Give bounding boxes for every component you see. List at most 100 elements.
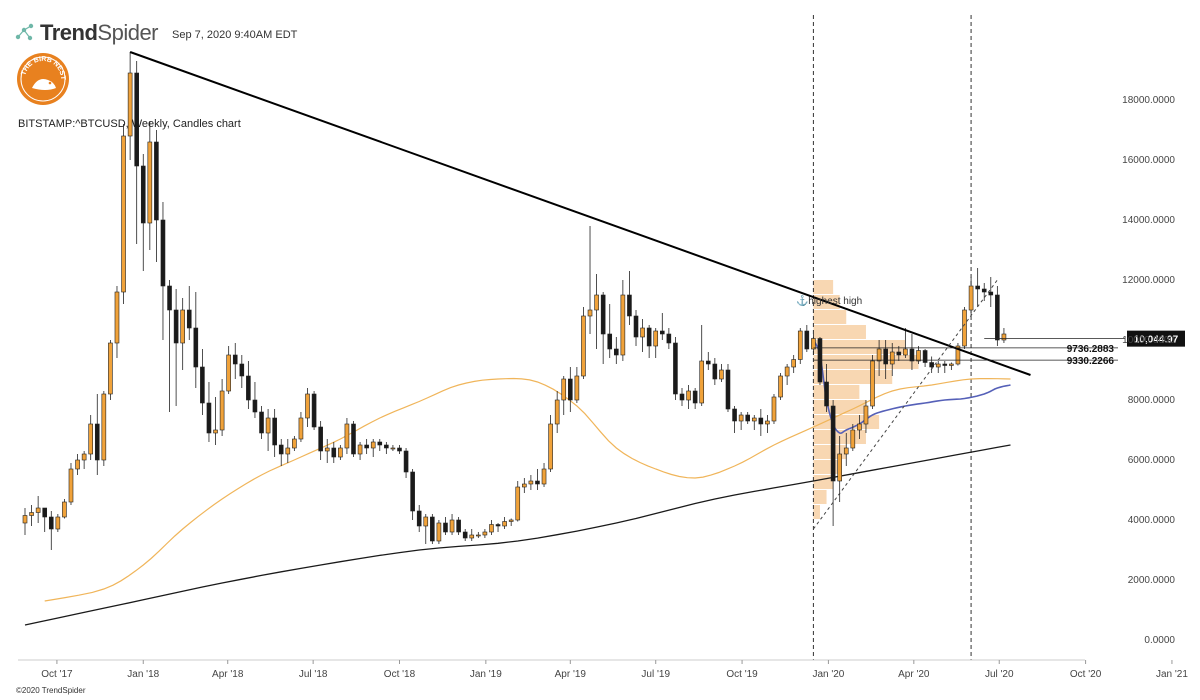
volume-profile-bar [813,415,880,429]
candle-bullish [357,444,363,455]
candle-bearish [351,423,356,455]
candle-bullish [554,399,560,425]
candle-bearish [679,393,685,401]
candle-bullish [75,459,80,470]
candle-bearish [613,348,619,356]
candle-bearish [568,378,573,401]
candle-bullish [968,285,974,311]
x-tick-label: Jul '18 [299,669,328,680]
y-tick-label: 14000.0000 [1122,215,1175,226]
candle-bearish [134,72,139,167]
x-axis[interactable]: Oct '17 Jan '18 Apr '18 Jul '18 Oct '18 Jan '… [18,659,1200,680]
candle-bearish [600,294,606,335]
y-tick-label: 0.0000 [1144,635,1175,646]
candle-bearish [416,510,422,527]
candle-bullish [292,438,297,449]
candle-bearish [732,408,737,422]
candle-bullish [797,330,803,360]
candle-bullish [778,375,783,398]
candle-bullish [811,338,816,350]
candle-bearish [443,522,448,533]
candle-bullish [121,135,126,293]
birb-nest-badge-icon: THE BIRB NEST [17,53,69,105]
candle-bearish [666,333,672,344]
candle-bullish [370,441,376,449]
candle-bullish [889,351,895,365]
candle-bearish [140,165,146,224]
candle-bearish [633,315,639,338]
x-tick-label: Apr '18 [212,669,244,680]
candle-bearish [659,330,665,335]
candle-bullish [101,393,107,461]
y-tick-label: 8000.0000 [1128,395,1176,406]
candle-bearish [331,447,337,458]
candle-bearish [48,516,54,530]
copyright: ©2020 TrendSpider [16,686,86,695]
candle-bullish [791,359,796,368]
candle-bearish [804,330,810,350]
volume-profile-bar [813,460,840,474]
candle-bullish [751,417,757,422]
candle-bearish [896,351,902,356]
candle-bearish [830,405,836,482]
candle-bearish [745,414,751,422]
candle-bearish [627,294,632,317]
y-tick-label: 10000.0000 [1122,335,1175,346]
candle-bullish [180,309,185,344]
candle-bearish [193,327,199,368]
candle-bearish [160,219,166,287]
candle-bearish [705,360,711,365]
candle-bullish [876,348,882,362]
candle-bearish [252,399,258,413]
candle-bullish [469,534,475,539]
candle-bullish [738,414,744,422]
anchor-icon: ⚓ [796,294,808,307]
candle-bullish [1001,333,1007,341]
candle-bearish [462,531,468,539]
volume-profile-bar [813,310,847,324]
annotation-label: highest high [808,296,862,307]
candle-bearish [495,524,501,527]
candle-bullish [561,378,567,401]
candle-bearish [430,516,435,542]
candle-bullish [935,363,941,368]
candle-bullish [850,429,856,449]
candle-bullish [837,453,842,482]
candle-bearish [942,363,948,366]
candle-bearish [909,348,915,362]
candle-bearish [410,471,415,512]
candle-bullish [719,369,724,380]
candle-bullish [863,405,869,425]
y-axis[interactable]: 0.0000 2000.0000 4000.0000 6000.0000 8000.00… [1122,95,1175,646]
brand-name-light: Spider [97,20,158,45]
candle-bullish [771,396,777,422]
candle-bullish [68,468,74,503]
candle-bearish [725,369,731,410]
descending-trendline [129,51,1031,376]
candle-bearish [173,309,179,344]
last-price-label: 10,044.97 [1134,335,1179,346]
volume-profile-bar [813,505,820,519]
x-tick-label: Jan '21 [1156,669,1188,680]
candle-bullish [528,480,534,485]
vwap-line [812,339,1011,435]
candle-bearish [318,426,323,452]
trendlines [129,51,1031,530]
candle-bullish [338,447,343,458]
candle-bearish [988,291,994,296]
x-tick-label: Apr '19 [555,669,587,680]
candle-bullish [81,453,87,461]
candle-bearish [712,363,718,380]
candle-bullish [88,423,93,455]
candle-bullish [265,417,271,434]
candle-bullish [640,327,645,338]
candle-bullish [962,309,967,347]
candle-bullish [476,534,481,537]
candle-bullish [213,429,218,434]
candle-bearish [278,444,284,455]
x-tick-label: Oct '18 [384,669,416,680]
candle-bearish [200,366,205,404]
candle-bullish [594,294,599,311]
candle-bullish [324,447,330,452]
